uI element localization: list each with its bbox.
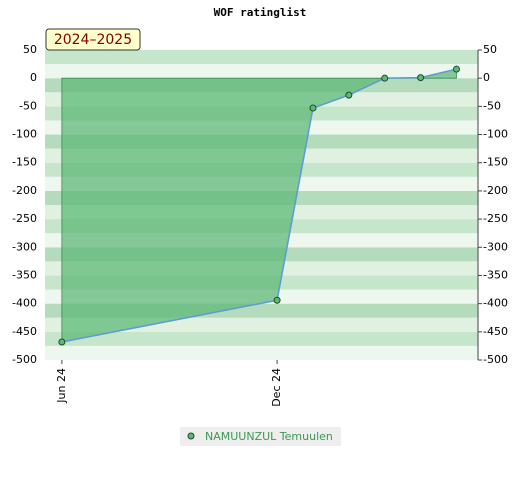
legend-box [180, 427, 341, 446]
y-tick-label: -450 [12, 325, 37, 338]
y2-tick-label: -300 [483, 240, 508, 253]
point [273, 296, 281, 304]
y2-tick-label: -50 [483, 99, 501, 112]
y2-tick-label: -450 [483, 325, 508, 338]
y2-tick-label: -250 [483, 212, 508, 225]
y2-tick-label: -400 [483, 297, 508, 310]
y2-tick-label: -500 [483, 353, 508, 366]
annotation-box [45, 28, 141, 51]
y-tick-label: -300 [12, 240, 37, 253]
y2-tick-label: 0 [483, 71, 490, 84]
y-tick-label: -50 [19, 99, 37, 112]
legend-label: NAMUUNZUL Temuulen [205, 430, 333, 443]
point [58, 338, 66, 346]
y2-tick-label: -100 [483, 128, 508, 141]
y-tick-label: -200 [12, 184, 37, 197]
point [345, 91, 353, 99]
y2-tick-label: -350 [483, 268, 508, 281]
point [417, 74, 425, 82]
grid-band [45, 345, 478, 360]
y-tick-label: -150 [12, 156, 37, 169]
legend-marker [187, 432, 195, 440]
y2-tick-label: -200 [483, 184, 508, 197]
point [309, 104, 317, 112]
x-tick-label: Jun 24 [55, 368, 68, 404]
y2-tick-label: 50 [483, 43, 497, 56]
y-tick-label: -400 [12, 297, 37, 310]
grid-band [45, 64, 478, 79]
y-tick-label: 0 [30, 71, 37, 84]
y-tick-label: 50 [23, 43, 37, 56]
point [381, 74, 389, 82]
grid-band [45, 331, 478, 346]
grid-band [45, 50, 478, 65]
y-tick-label: -250 [12, 212, 37, 225]
point [452, 65, 460, 73]
chart-title: WOF ratinglist [214, 6, 307, 19]
annotation: 2024–2025 [54, 32, 132, 48]
y-tick-label: -500 [12, 353, 37, 366]
y-tick-label: -100 [12, 128, 37, 141]
x-tick-label: Dec 24 [270, 368, 283, 407]
y2-tick-label: -150 [483, 156, 508, 169]
y-tick-label: -350 [12, 268, 37, 281]
